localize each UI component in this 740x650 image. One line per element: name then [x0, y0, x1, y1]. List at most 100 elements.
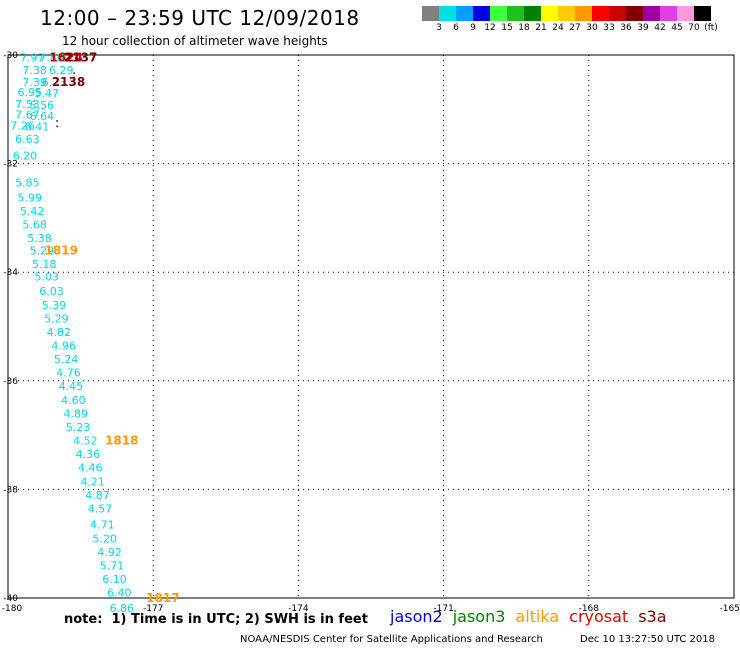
swh-observation: 5.56: [30, 99, 55, 112]
units-note: note: 1) Time is in UTC; 2) SWH is in fe…: [64, 612, 368, 627]
swh-observation: 6.86: [109, 602, 134, 615]
swh-observation: 4.57: [88, 502, 113, 515]
lon-tick-label: -171: [433, 604, 453, 614]
swh-observation: 4.89: [64, 407, 89, 420]
colorbar-swatch: [490, 6, 507, 21]
swh-observation: 7.26: [10, 120, 35, 133]
colorbar-swatch: [473, 6, 490, 21]
swh-observation: 6.29: [49, 64, 74, 77]
lon-tick-label: -165: [720, 604, 740, 614]
colorbar-swatch: [643, 6, 660, 21]
legend-item-altika: altika: [515, 607, 560, 626]
legend-item-jason2: jason2: [390, 607, 443, 626]
colorbar-label: 21: [535, 23, 547, 33]
map-title: 12:00 – 23:59 UTC 12/09/2018: [40, 6, 360, 30]
swh-observation: 6.64: [30, 110, 55, 123]
colorbar-label: 33: [603, 23, 615, 33]
colorbar-swatch: [677, 6, 694, 21]
lat-tick-label: -40: [3, 594, 18, 604]
swh-observation: 6.10: [102, 573, 127, 586]
colorbar-swatch: [422, 6, 439, 21]
map-tick-labels: -180 -177 -174 -171 -168 -165 -30 -32 -34 -36 -38 -…: [2, 51, 740, 614]
colorbar-label: 30: [586, 23, 598, 33]
swh-observation: 7.53: [15, 98, 40, 111]
colorbar-label: 3: [436, 23, 442, 33]
satellite-legend: jason2 jason3 altika cryosat s3a: [390, 607, 677, 626]
swh-observation: 5.99: [18, 191, 43, 204]
track-time-label: 1817: [146, 591, 179, 605]
swh-observation: 6.41: [25, 121, 50, 134]
swh-observation: 7.39: [22, 76, 47, 89]
colorbar-label: 12: [484, 23, 496, 33]
lon-tick-label: -174: [288, 604, 309, 614]
colorbar-swatch: [575, 6, 592, 21]
credit-line: NOAA/NESDIS Center for Satellite Applica…: [240, 634, 543, 645]
swh-observation: 4.21: [80, 475, 105, 488]
colorbar-swatch: [456, 6, 473, 21]
swh-observation: 4.76: [56, 367, 81, 380]
swh-observation: 4.52: [73, 435, 98, 448]
swh-observation: 5.42: [20, 205, 45, 218]
swh-observation: 5.03: [34, 271, 59, 284]
lon-tick-label: -177: [143, 604, 163, 614]
swh-observation: 7.97: [20, 52, 45, 65]
colorbar-swatch: [558, 6, 575, 21]
swh-observation: 5.29: [44, 312, 69, 325]
observation-dot: [56, 125, 58, 128]
colorbar-label: 18: [518, 23, 530, 33]
colorbar-swatch: [660, 6, 677, 21]
swh-observation: 7.38: [22, 64, 47, 77]
observation-dots: [56, 72, 75, 128]
swh-observation: 5.38: [27, 232, 52, 245]
colorbar-label: 45: [671, 23, 683, 33]
swh-observation: 7.67: [15, 109, 40, 122]
track-time-label: 2138: [52, 75, 85, 89]
colorbar-swatch: [592, 6, 609, 21]
colorbar-label: 70: [688, 23, 700, 33]
swh-observation: 5.20: [93, 532, 118, 545]
track-time-label: 1819: [45, 243, 78, 257]
track-time-label: 2137: [64, 51, 97, 65]
swh-observation: 6.73: [42, 76, 67, 89]
swh-observation: 5.29: [30, 244, 55, 257]
lon-tick-label: -180: [2, 604, 23, 614]
swh-observation: 5.47: [34, 87, 59, 100]
legend-item-s3a: s3a: [638, 607, 667, 626]
colorbar-label: 27: [569, 23, 581, 33]
legend-item-cryosat: cryosat: [569, 607, 629, 626]
colorbar-label: (ft): [704, 23, 718, 33]
swh-observation: 4.46: [78, 462, 103, 475]
map-subtitle: 12 hour collection of altimeter wave hei…: [62, 34, 328, 48]
lon-tick-label: -168: [579, 604, 600, 614]
colorbar-label: 24: [552, 23, 564, 33]
lat-tick-label: -36: [3, 377, 18, 387]
observation-labels: 7.977.887.38 6.297.396.736.955.477.535.56…: [10, 52, 134, 615]
track-time-label: 1624: [49, 51, 82, 65]
swh-observation: 5.71: [100, 559, 125, 572]
swh-observation: 4.82: [47, 326, 72, 339]
colorbar-label: 36: [620, 23, 632, 33]
observation-dot: [73, 76, 75, 79]
colorbar: [422, 6, 711, 21]
swh-observation: 7.88: [39, 52, 64, 65]
swh-observation: 4.45: [59, 380, 84, 393]
swh-observation: 4.92: [97, 546, 122, 559]
swh-observation: 4.87: [85, 489, 110, 502]
swh-observation: 5.68: [22, 218, 47, 231]
colorbar-swatch: [541, 6, 558, 21]
colorbar-label: 15: [501, 23, 513, 33]
map-grid: [8, 55, 734, 598]
lat-tick-label: -38: [3, 485, 18, 495]
track-time-label: 1818: [105, 434, 138, 448]
colorbar-swatch: [626, 6, 643, 21]
swh-observation: 6.03: [39, 285, 64, 298]
lat-tick-label: -30: [3, 51, 18, 61]
colorbar-label: 6: [453, 23, 459, 33]
map-frame: [7, 54, 735, 599]
swh-observation: 5.85: [15, 177, 40, 190]
swh-observation: 4.60: [61, 394, 86, 407]
swh-observation: 5.23: [66, 421, 91, 434]
colorbar-swatch: [507, 6, 524, 21]
